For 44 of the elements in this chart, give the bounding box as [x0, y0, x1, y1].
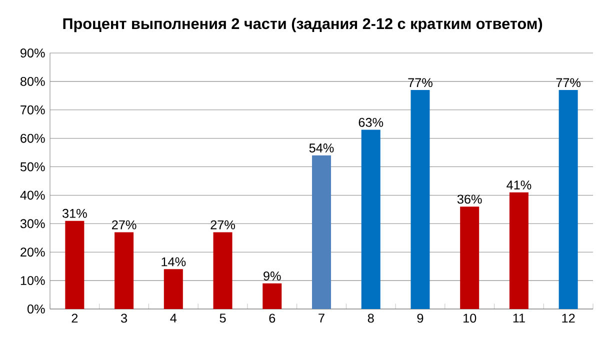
y-tick-label: 20%	[20, 248, 45, 257]
bar	[213, 232, 232, 309]
x-tick-label: 5	[220, 314, 226, 323]
y-tick-label: 60%	[20, 134, 45, 143]
x-tick-label: 9	[417, 314, 424, 323]
x-tick-label: 4	[170, 314, 177, 322]
data-label: 27%	[112, 220, 136, 230]
data-label: 77%	[556, 78, 581, 88]
data-label: 77%	[408, 78, 432, 88]
y-tick-label: 10%	[20, 276, 45, 286]
y-tick-label: 30%	[20, 219, 45, 228]
data-label: 31%	[62, 208, 87, 218]
y-tick-label: 70%	[20, 105, 45, 114]
data-label: 36%	[457, 194, 482, 204]
x-tick-label: 12	[562, 314, 575, 323]
bar	[312, 155, 332, 309]
y-tick-label: 0%	[27, 304, 45, 314]
x-tick-label: 11	[513, 314, 525, 322]
y-tick-label: 40%	[20, 190, 45, 200]
bar	[509, 192, 528, 309]
bar	[410, 90, 430, 309]
x-tick-label: 7	[318, 314, 324, 322]
bar	[164, 269, 183, 309]
x-tick-label: 2	[72, 314, 78, 323]
x-tick-label: 3	[121, 314, 128, 323]
data-label: 14%	[162, 257, 186, 266]
data-label: 54%	[309, 144, 334, 152]
bar	[262, 283, 282, 309]
y-tick-label: 90%	[20, 48, 45, 58]
data-label: 27%	[210, 220, 235, 230]
x-tick-label: 10	[464, 314, 476, 323]
x-tick-label: 6	[269, 314, 276, 323]
chart-title: Процент выполнения 2 части (задания 2-12 с кратким ответом)	[63, 18, 542, 32]
bar	[114, 232, 134, 309]
data-label: 63%	[358, 118, 384, 127]
bar	[460, 206, 480, 309]
bar	[558, 90, 578, 309]
bar	[361, 130, 380, 309]
y-tick-label: 50%	[20, 162, 45, 172]
y-tick-label: 80%	[20, 76, 45, 86]
x-tick-label: 8	[368, 314, 374, 323]
bar	[65, 220, 84, 309]
data-label: 9%	[264, 272, 281, 280]
data-label: 41%	[506, 180, 532, 190]
